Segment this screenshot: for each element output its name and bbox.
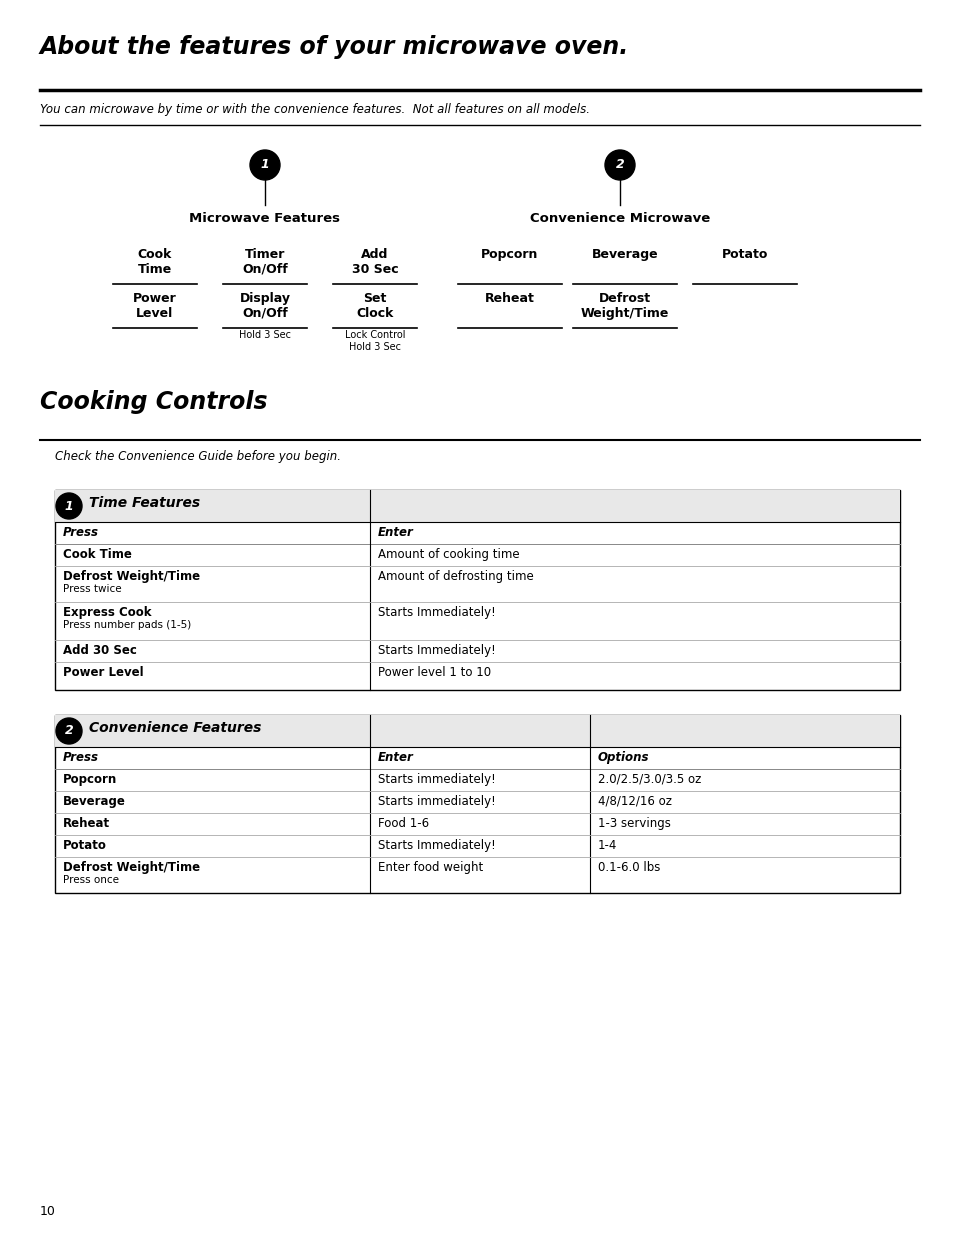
Text: Power
Level: Power Level [133,291,176,320]
Text: Reheat: Reheat [63,818,110,830]
Text: Starts Immediately!: Starts Immediately! [377,606,496,619]
Text: Cook Time: Cook Time [63,548,132,561]
Text: Press twice: Press twice [63,584,121,594]
Text: Starts immediately!: Starts immediately! [377,795,496,808]
Text: 1-4: 1-4 [598,839,617,852]
Text: 1: 1 [260,158,269,172]
Circle shape [56,493,82,519]
Text: Defrost
Weight/Time: Defrost Weight/Time [580,291,668,320]
Text: Convenience Microwave: Convenience Microwave [529,212,709,225]
Text: Express Cook: Express Cook [63,606,152,619]
Text: Defrost Weight/Time: Defrost Weight/Time [63,861,200,874]
Text: Time Features: Time Features [89,496,200,510]
Text: 1: 1 [65,499,73,513]
Text: Amount of cooking time: Amount of cooking time [377,548,519,561]
Circle shape [604,149,635,180]
Text: Potato: Potato [63,839,107,852]
Text: Beverage: Beverage [63,795,126,808]
Text: Popcorn: Popcorn [63,773,117,785]
Text: 2.0/2.5/3.0/3.5 oz: 2.0/2.5/3.0/3.5 oz [598,773,700,785]
Text: Timer
On/Off: Timer On/Off [242,248,288,275]
Bar [55,490,899,690]
Text: Potato: Potato [721,248,767,261]
Bar [55,715,899,893]
Text: Starts immediately!: Starts immediately! [377,773,496,785]
Text: Options: Options [598,751,649,764]
Text: Enter: Enter [377,526,414,538]
Text: Defrost Weight/Time: Defrost Weight/Time [63,571,200,583]
Text: Press: Press [63,751,99,764]
Circle shape [56,718,82,743]
Text: 4/8/12/16 oz: 4/8/12/16 oz [598,795,671,808]
Bar [55,715,899,747]
Text: Hold 3 Sec: Hold 3 Sec [239,330,291,340]
Text: Cook
Time: Cook Time [137,248,172,275]
Text: Display
On/Off: Display On/Off [239,291,291,320]
Text: Press number pads (1-5): Press number pads (1-5) [63,620,191,630]
Text: Press once: Press once [63,876,119,885]
Text: About the features of your microwave oven.: About the features of your microwave ove… [40,35,629,59]
Text: Enter: Enter [377,751,414,764]
Text: Add
30 Sec: Add 30 Sec [352,248,398,275]
Text: Power level 1 to 10: Power level 1 to 10 [377,666,491,679]
Text: Press: Press [63,526,99,538]
Text: Food 1-6: Food 1-6 [377,818,429,830]
Text: Beverage: Beverage [591,248,658,261]
Text: Enter food weight: Enter food weight [377,861,483,874]
Text: Microwave Features: Microwave Features [190,212,340,225]
Text: 1-3 servings: 1-3 servings [598,818,670,830]
Text: 2: 2 [65,725,73,737]
Text: Check the Convenience Guide before you begin.: Check the Convenience Guide before you b… [55,450,340,463]
Bar [55,490,899,522]
Text: You can microwave by time or with the convenience features.  Not all features on: You can microwave by time or with the co… [40,103,589,116]
Text: Power Level: Power Level [63,666,144,679]
Text: Convenience Features: Convenience Features [89,721,261,735]
Text: Set
Clock: Set Clock [355,291,394,320]
Circle shape [250,149,280,180]
Text: Reheat: Reheat [484,291,535,305]
Text: 10: 10 [40,1205,56,1218]
Text: Cooking Controls: Cooking Controls [40,390,268,414]
Text: Popcorn: Popcorn [481,248,538,261]
Text: 2: 2 [615,158,623,172]
Text: Lock Control
Hold 3 Sec: Lock Control Hold 3 Sec [344,330,405,352]
Text: Amount of defrosting time: Amount of defrosting time [377,571,533,583]
Text: Starts Immediately!: Starts Immediately! [377,839,496,852]
Text: Starts Immediately!: Starts Immediately! [377,643,496,657]
Text: Add 30 Sec: Add 30 Sec [63,643,136,657]
Text: 0.1-6.0 lbs: 0.1-6.0 lbs [598,861,659,874]
